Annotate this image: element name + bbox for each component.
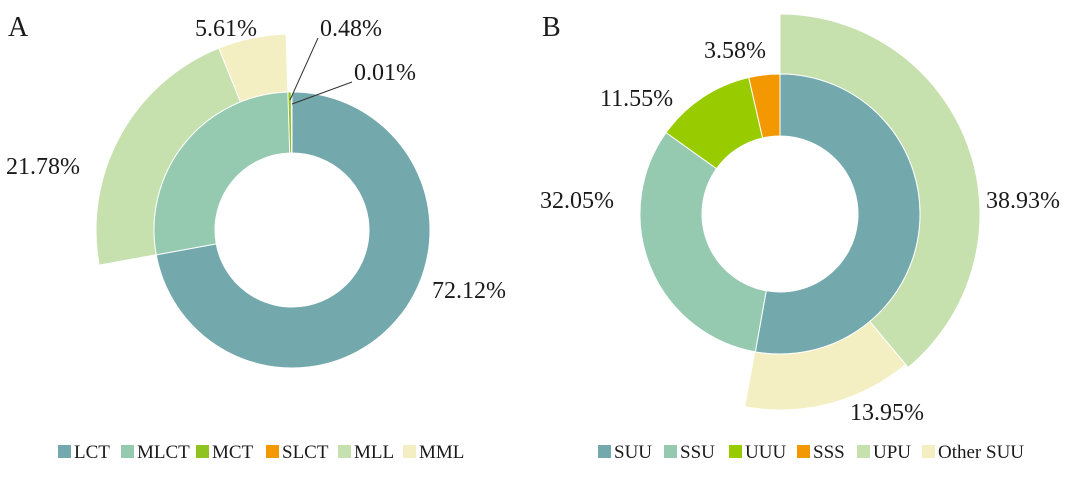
legend-swatch-mct [196,445,209,458]
slice-suu [754,73,921,355]
legend-label-mml: MML [419,442,464,463]
label-mml: 5.61% [195,16,257,42]
legend-swatch-other-suu [922,445,935,458]
legend-label-uuu: UUU [745,442,786,463]
legend-swatch-ssu [664,445,677,458]
label-lct: 72.12% [432,278,506,304]
leader-line-mct [289,37,319,101]
label-mct: 0.48% [320,16,382,42]
legend-label-upu: UPU [873,442,911,463]
legend-swatch-sss [797,445,810,458]
label-other-suu: 13.95% [850,400,924,426]
legend-swatch-slct [266,445,279,458]
panel-b: B 3.58% 11.55% 32.05% 38.93% 13.95% SUU … [540,12,1060,463]
legend-label-mll: MLL [354,442,394,463]
label-upu: 38.93% [986,188,1060,214]
legend-label-slct: SLCT [282,442,329,463]
legend-a: LCT MLCT MCT SLCT MLL MML [58,442,464,463]
legend-swatch-suu [598,445,611,458]
legend-swatch-upu [857,445,870,458]
legend-swatch-mml [403,445,416,458]
panel-a-label: A [8,12,29,43]
label-ssu: 32.05% [540,188,614,214]
legend-b: SUU SSU UUU SSS UPU Other SUU [598,442,1024,463]
legend-swatch-lct [58,445,71,458]
legend-label-mct: MCT [212,442,254,463]
slice-sss [748,73,781,139]
legend-label-other-suu: Other SUU [938,442,1024,463]
legend-label-sss: SSS [813,442,845,463]
slice-lct [155,91,431,369]
slice-mlct [153,91,291,256]
legend-swatch-mlct [121,445,134,458]
label-sss: 3.58% [704,38,766,64]
legend-label-ssu: SSU [680,442,715,463]
slice-ssu [639,131,767,353]
legend-label-mlct: MLCT [137,442,190,463]
label-mll: 21.78% [6,154,80,180]
label-slct: 0.01% [354,60,416,86]
slice-slct [290,91,293,154]
panel-b-label: B [542,12,561,43]
label-uuu: 11.55% [600,86,673,112]
legend-swatch-mll [338,445,351,458]
panel-a: A 5.61% 0.48% 0.01% 21.78% 72.12% LCT ML… [6,12,506,463]
legend-label-suu: SUU [614,442,652,463]
legend-label-lct: LCT [74,442,110,463]
legend-swatch-uuu [729,445,742,458]
leader-line-slct [291,81,353,105]
